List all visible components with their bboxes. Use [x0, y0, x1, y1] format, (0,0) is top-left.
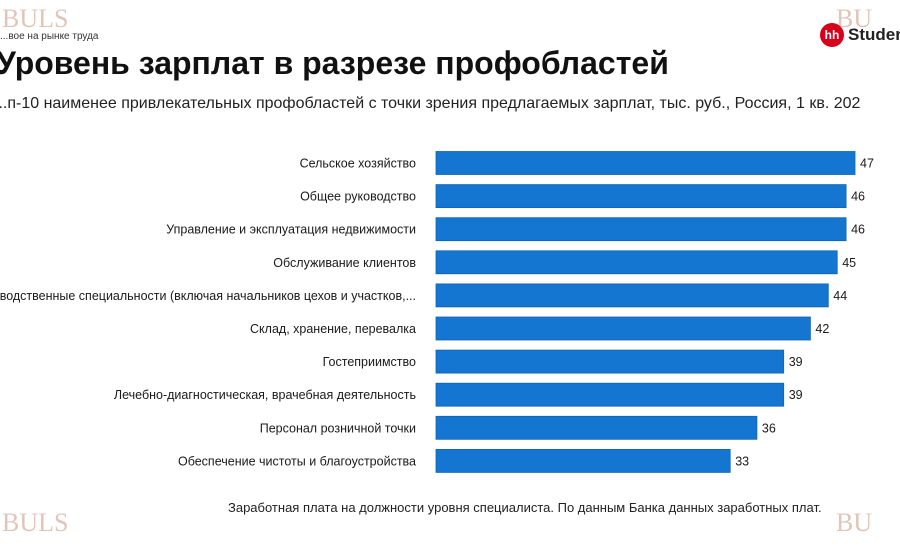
bar-8: [435, 415, 758, 440]
category-label-0: Сельское хозяйство: [300, 157, 416, 171]
category-label-4: Производственные специальности (включая …: [0, 289, 416, 303]
category-label-3: Обслуживание клиентов: [273, 256, 416, 270]
category-label-5: Склад, хранение, перевалка: [250, 322, 416, 336]
value-label-6: 39: [789, 355, 803, 369]
bar-0: [435, 151, 856, 175]
chart-subtitle: ...п-10 наименее привлекательных профобл…: [0, 95, 861, 112]
watermark-bottom-right: BU: [836, 508, 873, 537]
category-label-1: Общее руководство: [300, 190, 416, 204]
value-label-3: 45: [842, 256, 856, 270]
bar-9: [435, 448, 731, 473]
page-title: Уровень зарплат в разрезе профобластей: [0, 45, 669, 81]
category-label-2: Управление и эксплуатация недвижимости: [166, 223, 416, 237]
value-label-9: 33: [735, 454, 749, 468]
bar-5: [435, 316, 811, 341]
bar-7: [435, 382, 785, 407]
value-label-0: 47: [860, 157, 874, 171]
category-label-7: Лечебно-диагностическая, врачебная деяте…: [114, 388, 416, 402]
hh-logo: hh Studen: [820, 23, 900, 47]
category-label-9: Обеспечение чистоты и благоустройства: [178, 454, 416, 468]
value-label-4: 44: [833, 289, 847, 303]
value-label-8: 36: [762, 421, 776, 435]
bar-2: [435, 217, 847, 242]
hh-logo-text: Studen: [848, 25, 900, 44]
watermark-top-left: BULS: [2, 4, 69, 33]
hh-logo-badge: hh: [820, 23, 844, 47]
bar-4: [435, 283, 829, 308]
value-label-7: 39: [789, 388, 803, 402]
value-label-5: 42: [815, 322, 829, 336]
section-caption: ...вое на рынке труда: [0, 31, 99, 42]
bar-3: [435, 250, 838, 275]
category-label-6: Гостеприимство: [323, 355, 416, 369]
category-label-8: Персонал розничной точки: [260, 421, 416, 435]
footnote: Заработная плата на должности уровня спе…: [228, 500, 822, 515]
value-label-2: 46: [851, 223, 865, 237]
watermark-bottom-left: BULS: [2, 508, 69, 537]
bar-1: [435, 184, 847, 209]
value-label-1: 46: [851, 190, 865, 204]
bar-6: [435, 349, 785, 374]
